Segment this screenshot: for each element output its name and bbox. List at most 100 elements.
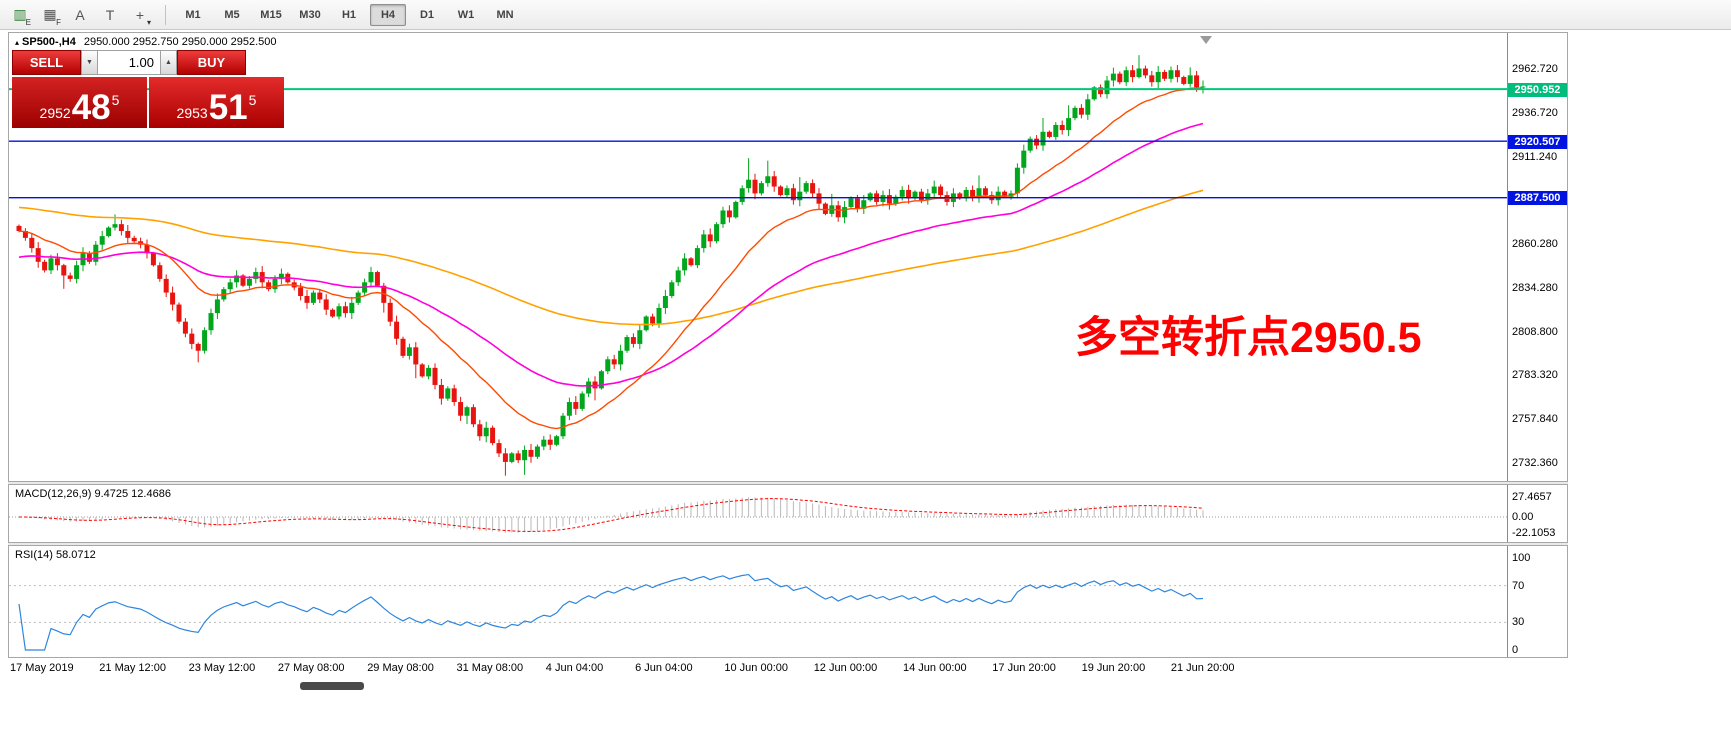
cursor-tool-icon-sub: ▾ xyxy=(146,17,151,27)
ma-18-line xyxy=(18,87,1204,430)
ma-120-line xyxy=(18,189,1204,326)
window-splitter[interactable] xyxy=(8,482,1568,484)
tf-button-d1[interactable]: D1 xyxy=(419,8,435,21)
toolbar-separator xyxy=(165,4,166,25)
one-click-trading-panel: SELL ▼ ▲ BUY 2952 48 5 2953 51 5 xyxy=(12,50,284,128)
grid-icon[interactable]: ▦ F xyxy=(36,2,64,28)
time-axis-label: 19 Jun 20:00 xyxy=(1081,662,1146,674)
tf-button-h4[interactable]: H4 xyxy=(370,3,406,26)
macd-axis-label: -22.1053 xyxy=(1512,527,1556,540)
chart-ohlc-values: 2950.000 2952.750 2950.000 2952.500 xyxy=(83,36,277,48)
price-tag: 2950.952 xyxy=(1508,82,1567,97)
price-tag: 2887.500 xyxy=(1508,191,1567,206)
grid-icon-sub: F xyxy=(56,17,61,27)
time-axis-label: 23 May 12:00 xyxy=(188,662,256,674)
axis-price-label: 2860.280 xyxy=(1512,237,1558,250)
cursor-tool-icon: + xyxy=(135,6,145,23)
buy-price-main: 51 xyxy=(208,88,248,127)
macd-axis-label: 0.00 xyxy=(1512,511,1534,523)
time-axis-label: 17 May 2019 xyxy=(10,662,74,674)
macd-axis-label: 27.4657 xyxy=(1512,491,1552,504)
axis-price-label: 2936.720 xyxy=(1512,106,1558,119)
sell-price-prefix: 2952 xyxy=(39,105,71,121)
axis-price-label: 2732.360 xyxy=(1512,456,1558,469)
rsi-axis-label: 0 xyxy=(1512,644,1519,656)
mini-chart-icon-sub: E xyxy=(25,17,31,27)
volume-decrease-button[interactable]: ▼ xyxy=(81,50,98,75)
tf-button-mn[interactable]: MN xyxy=(496,8,514,21)
axis-price-label: 2911.240 xyxy=(1512,150,1558,163)
time-axis-label: 6 Jun 04:00 xyxy=(635,662,693,674)
buy-price-display: 2953 51 5 xyxy=(149,77,284,128)
tf-button-w1[interactable]: W1 xyxy=(457,8,475,21)
rsi-window: RSI(14) 58.0712 100 70 30 0 xyxy=(8,545,1568,658)
time-axis-label: 12 Jun 00:00 xyxy=(813,662,878,674)
axis-price-label: 2962.720 xyxy=(1512,62,1558,75)
buy-price-fraction: 5 xyxy=(248,92,257,108)
chart-window: ▴ SP500-,H4 2950.000 2952.750 2950.000 295… xyxy=(8,32,1568,482)
price-axis[interactable]: 2962.720 2950.952 2936.720 2920.507 2911.240… xyxy=(1507,33,1567,481)
tf-button-m30[interactable]: M30 xyxy=(299,8,321,21)
time-axis[interactable]: 17 May 2019 21 May 12:00 23 May 12:00 27 Ma… xyxy=(8,659,1568,678)
mini-chart-icon[interactable]: ▥ E xyxy=(6,2,34,28)
rsi-axis[interactable]: 100 70 30 0 xyxy=(1507,546,1567,657)
sell-button[interactable]: SELL xyxy=(12,50,81,75)
time-axis-label: 29 May 08:00 xyxy=(367,662,434,674)
time-axis-label: 17 Jun 20:00 xyxy=(992,662,1056,674)
axis-price-label: 2757.840 xyxy=(1512,412,1558,425)
tf-button-m15[interactable]: M15 xyxy=(260,8,282,21)
rsi-canvas[interactable] xyxy=(9,546,1507,657)
buy-price-prefix: 2953 xyxy=(176,105,208,121)
rsi-line xyxy=(18,573,1204,651)
rsi-axis-label: 30 xyxy=(1512,616,1525,629)
time-axis-label: 21 Jun 20:00 xyxy=(1170,662,1235,674)
text-box-icon[interactable]: T xyxy=(96,2,124,28)
volume-input[interactable] xyxy=(98,50,160,75)
text-label-icon[interactable]: A xyxy=(66,2,94,28)
volume-increase-button[interactable]: ▲ xyxy=(160,50,177,75)
macd-axis[interactable]: 27.4657 0.00 -22.1053 xyxy=(1507,485,1567,542)
chevron-down-icon: ▼ xyxy=(86,59,93,66)
moving-average-lines xyxy=(18,87,1204,430)
toolbar: ▥ E ▦ F A T + ▾ M1 M5 M15 M30 H1 H4 D1 W1 MN xyxy=(0,0,1731,30)
price-tag: 2920.507 xyxy=(1508,134,1567,149)
rsi-axis-label: 70 xyxy=(1512,579,1525,592)
axis-price-label: 2783.320 xyxy=(1512,369,1558,382)
chart-shift-marker-icon xyxy=(1200,36,1212,44)
chart-symbol-label: SP500-,H4 xyxy=(22,36,76,48)
chart-header: ▴ SP500-,H4 2950.000 2952.750 2950.000 295… xyxy=(15,36,277,48)
candlesticks xyxy=(16,55,1206,476)
toolbar-icon-group: ▥ E ▦ F A T + ▾ xyxy=(6,2,156,28)
chevron-up-icon: ▲ xyxy=(165,59,172,66)
cursor-tool-icon[interactable]: + ▾ xyxy=(126,2,154,28)
macd-signal-line xyxy=(18,498,1204,532)
macd-window: MACD(12,26,9) 9.4725 12.4686 27.4657 0.00… xyxy=(8,484,1568,543)
rsi-axis-label: 100 xyxy=(1512,552,1531,564)
macd-label: MACD(12,26,9) 9.4725 12.4686 xyxy=(15,488,171,500)
ma-45-line xyxy=(18,122,1204,387)
time-axis-label: 31 May 08:00 xyxy=(456,662,524,674)
sell-price-display: 2952 48 5 xyxy=(12,77,147,128)
grid-icon: ▦ xyxy=(43,6,57,22)
text-label-icon: A xyxy=(75,6,85,23)
axis-price-label: 2808.800 xyxy=(1512,325,1558,338)
buy-button[interactable]: BUY xyxy=(177,50,246,75)
sell-price-main: 48 xyxy=(71,88,111,127)
macd-histogram xyxy=(24,497,1204,533)
tf-button-m1[interactable]: M1 xyxy=(185,8,201,21)
window-splitter[interactable] xyxy=(8,543,1568,545)
mini-chart-icon: ▥ xyxy=(13,6,27,22)
time-axis-label: 4 Jun 04:00 xyxy=(545,662,604,674)
text-box-icon: T xyxy=(105,6,115,23)
horizontal-scrollbar-thumb[interactable] xyxy=(300,682,364,690)
chart-annotation-text: 多空转折点2950.5 xyxy=(1075,314,1422,362)
time-axis-label: 10 Jun 00:00 xyxy=(724,662,789,674)
tf-button-m5[interactable]: M5 xyxy=(224,8,240,21)
time-axis-label: 14 Jun 00:00 xyxy=(903,662,967,674)
tf-button-h1[interactable]: H1 xyxy=(341,8,357,21)
axis-price-label: 2834.280 xyxy=(1512,282,1558,295)
macd-canvas[interactable] xyxy=(9,485,1507,542)
chart-symbol-icon: ▴ xyxy=(15,38,20,47)
sell-price-fraction: 5 xyxy=(111,92,120,108)
